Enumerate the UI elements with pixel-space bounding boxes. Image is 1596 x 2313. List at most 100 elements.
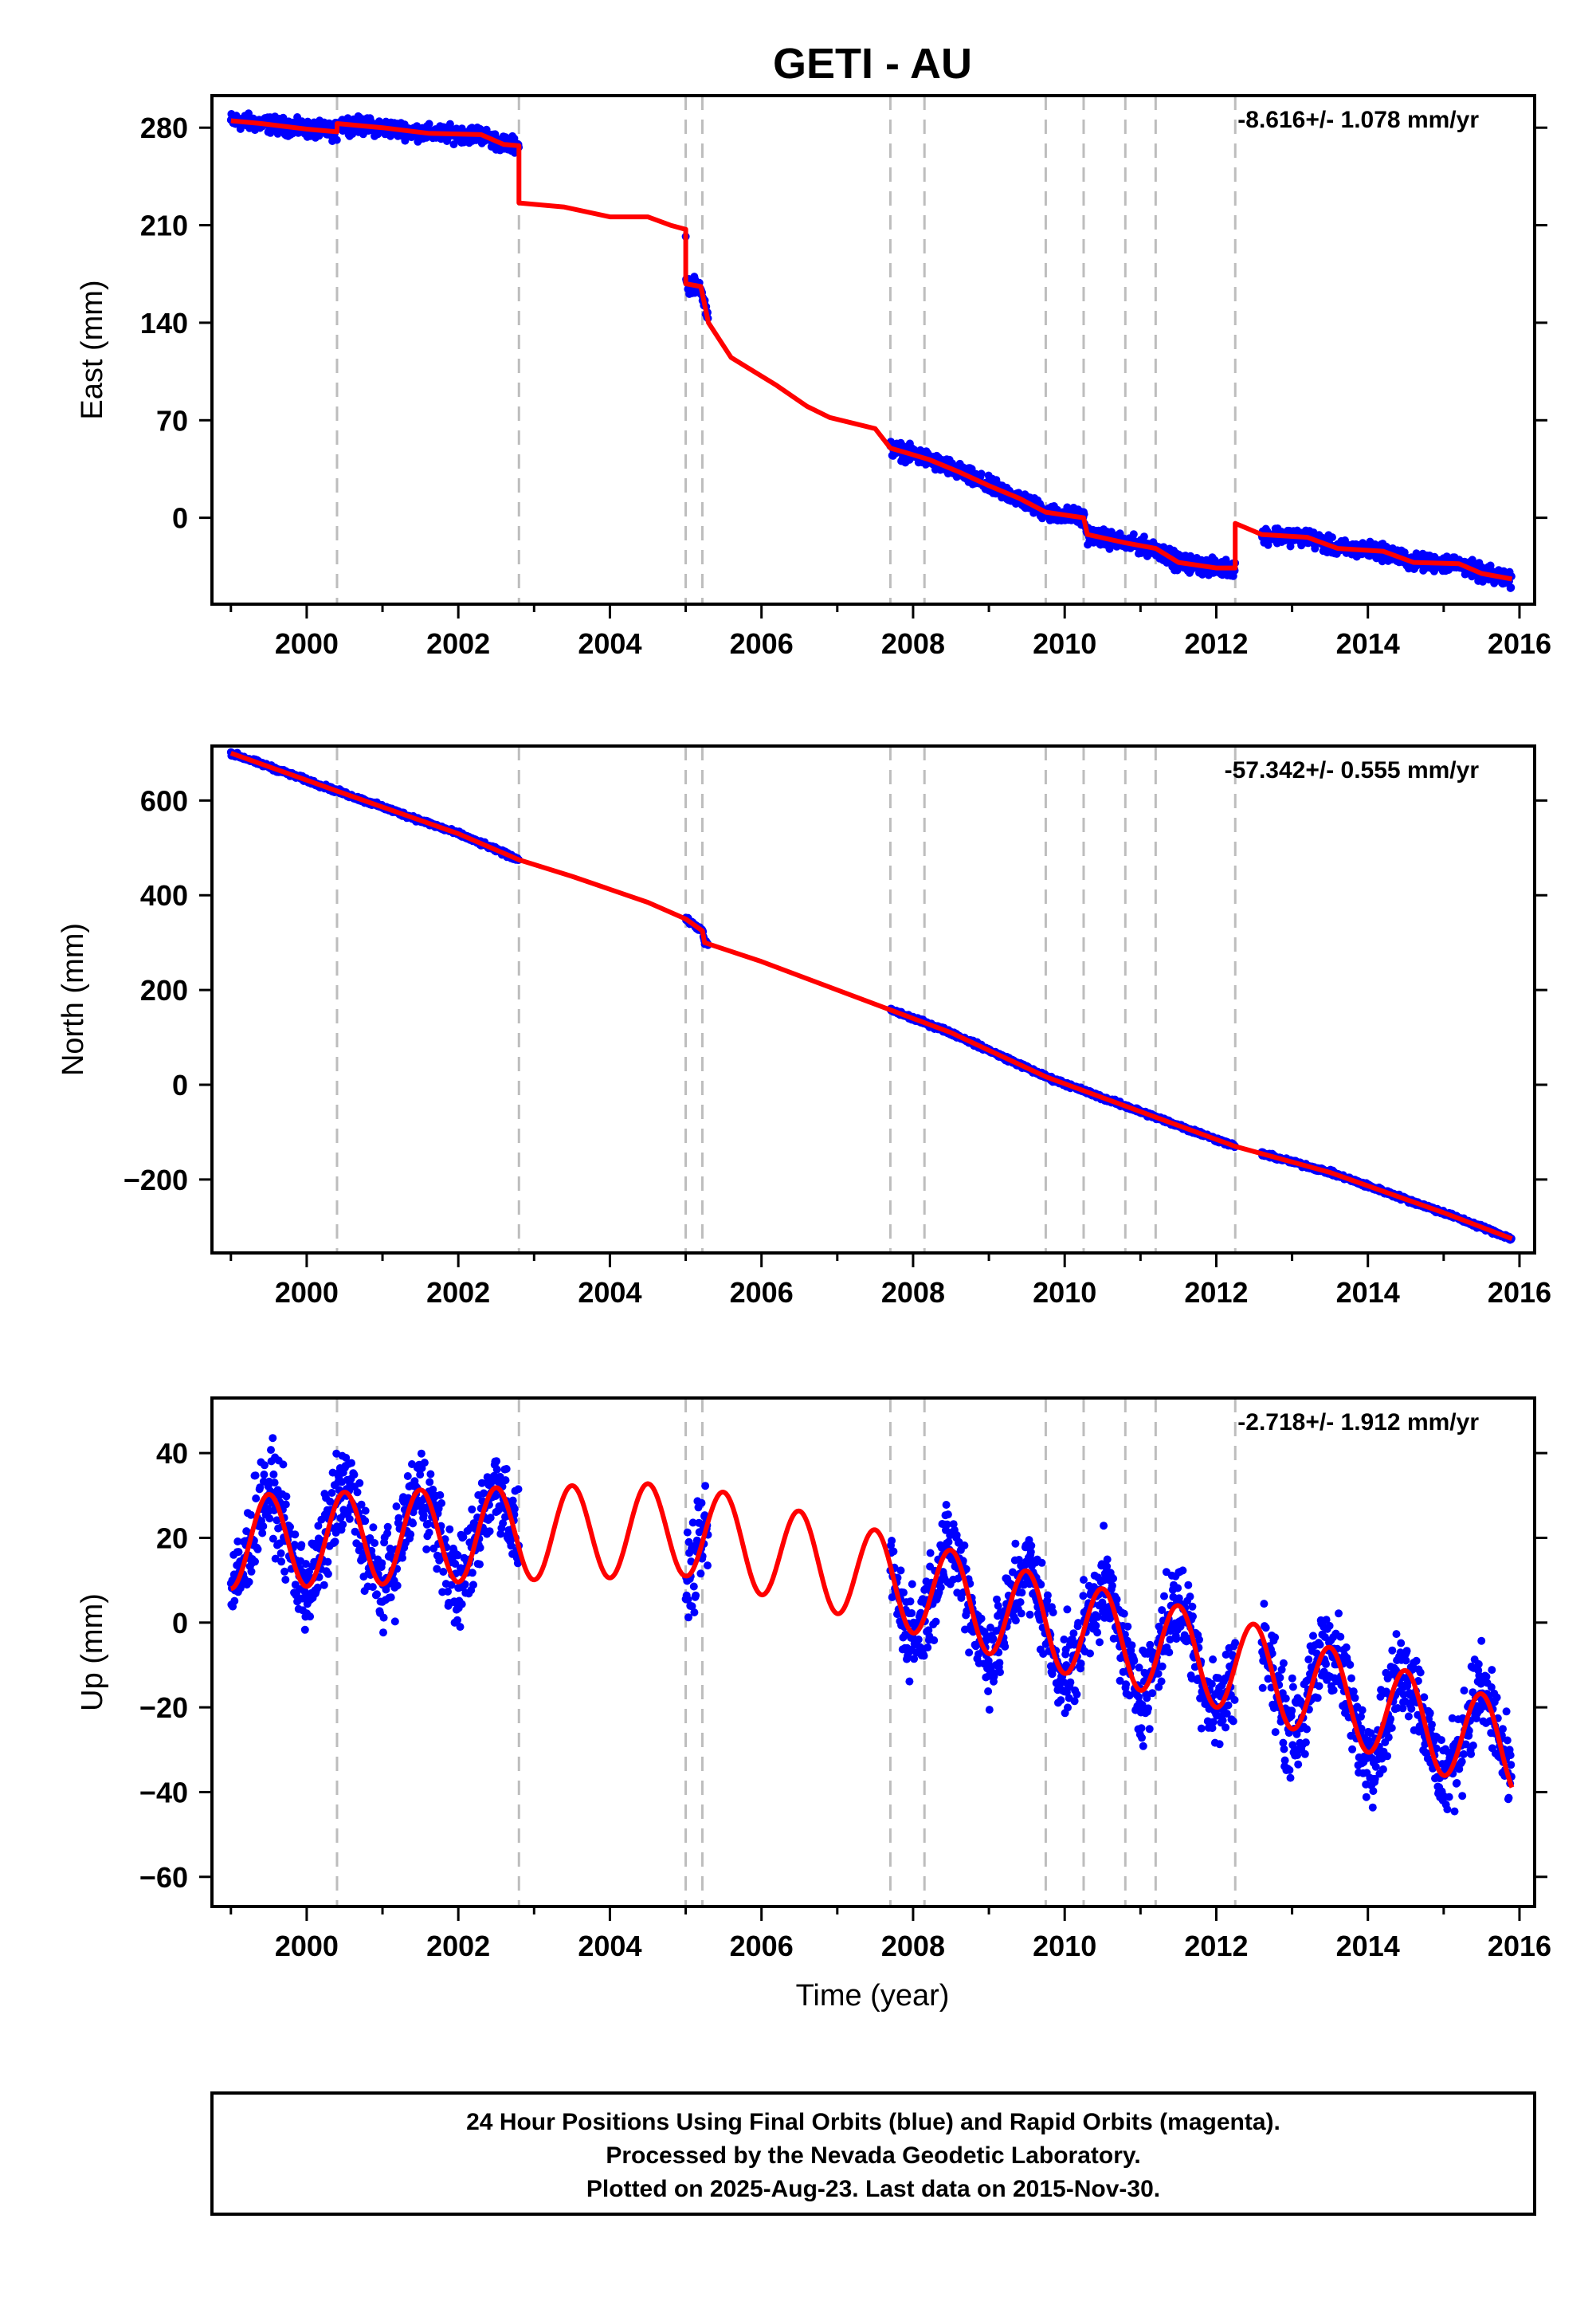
data-point-584 [492, 1457, 501, 1466]
data-point-222 [327, 1489, 336, 1497]
data-point-191 [313, 1583, 322, 1592]
data-point-352 [386, 1593, 395, 1602]
data-point-493 [451, 1560, 460, 1568]
xtick-label-2000: 2000 [275, 627, 339, 660]
data-point-713 [900, 1588, 908, 1597]
data-point-579 [490, 1471, 499, 1480]
data-point-731 [908, 1609, 916, 1617]
data-point-59 [253, 1545, 262, 1553]
data-point-766 [923, 1643, 932, 1651]
data-point-64 [256, 1483, 265, 1492]
data-point-691 [889, 1547, 898, 1556]
data-point-110 [276, 1549, 285, 1557]
data-point-784 [931, 1617, 940, 1626]
data-point-569 [485, 1527, 494, 1536]
data-point-94 [269, 1470, 278, 1479]
xtick-label-2014: 2014 [1336, 1276, 1400, 1309]
data-point-823 [949, 1520, 958, 1529]
data-point-55 [252, 1494, 261, 1502]
data-point-419 [417, 1449, 425, 1458]
data-point-656 [692, 1591, 700, 1600]
xtick-label-2000: 2000 [275, 1276, 339, 1309]
data-point-122 [282, 1492, 291, 1501]
data-point-682 [704, 1561, 712, 1570]
data-point-312 [368, 1583, 377, 1592]
data-point-53 [251, 1557, 259, 1566]
data-point-515 [461, 1580, 469, 1588]
data-point-287 [357, 1500, 366, 1509]
data-point-653 [690, 1608, 699, 1616]
ytick-label-2: 140 [140, 307, 188, 340]
data-point-130 [286, 1522, 294, 1531]
data-point-677 [701, 1482, 710, 1490]
xtick-label-2010: 2010 [1033, 1276, 1096, 1309]
data-point-707 [896, 1566, 905, 1575]
data-point-812 [944, 1537, 953, 1546]
data-point-283 [355, 1479, 364, 1487]
data-point-1219 [1129, 530, 1138, 539]
data-point-261 [345, 1514, 354, 1523]
data-point-508 [457, 1600, 466, 1608]
rate-annotation: -57.342+/- 0.555 mm/yr [1225, 757, 1480, 783]
ytick-label-3: 210 [140, 210, 188, 242]
data-point-485 [447, 1581, 456, 1589]
data-point-45 [247, 1567, 256, 1576]
xtick-label-2012: 2012 [1184, 1276, 1248, 1309]
data-point-345 [383, 1522, 392, 1531]
data-point-499 [453, 1551, 462, 1560]
model-line [230, 118, 1513, 582]
data-point-1991 [1507, 583, 1516, 592]
data-point-141 [291, 1530, 300, 1539]
data-point-426 [420, 1459, 429, 1467]
data-point-641 [684, 1537, 693, 1546]
data-point-278 [353, 1488, 362, 1497]
data-point-659 [692, 1536, 701, 1545]
data-point-616 [507, 1541, 516, 1550]
data-point-336 [379, 1613, 388, 1622]
data-point-772 [926, 1549, 935, 1557]
xtick-label-2006: 2006 [730, 627, 794, 660]
data-point-556 [480, 1489, 488, 1498]
data-point-92 [269, 1434, 277, 1443]
data-point-369 [394, 1514, 403, 1522]
data-point-795 [936, 1583, 945, 1592]
data-point-1560 [1311, 544, 1320, 553]
data-point-807 [942, 1501, 951, 1509]
data-point-1242 [1139, 532, 1148, 541]
xtick-label-2004: 2004 [578, 627, 641, 660]
xtick-label-2004: 2004 [578, 1276, 641, 1309]
rate-annotation: -8.616+/- 1.078 mm/yr [1237, 107, 1479, 133]
data-point-439 [426, 1470, 435, 1479]
data-point-530 [468, 1505, 476, 1514]
data-point-481 [445, 1525, 454, 1533]
data-point-424 [419, 1511, 428, 1520]
xtick-label-2008: 2008 [881, 1276, 945, 1309]
data-point-350 [386, 1544, 394, 1553]
xtick-label-2008: 2008 [881, 627, 945, 660]
data-point-436 [425, 1528, 433, 1537]
data-point-736 [910, 1655, 919, 1663]
data-point-284 [355, 1542, 364, 1550]
data-point-253 [342, 1454, 351, 1462]
data-point-121 [281, 1500, 290, 1509]
data-point-229 [331, 1537, 339, 1546]
data-point-606 [502, 1465, 511, 1473]
data-point-214 [324, 1569, 332, 1578]
data-point-638 [683, 1528, 692, 1537]
data-point-17 [234, 1548, 243, 1557]
data-point-21 [236, 124, 245, 133]
data-point-115 [279, 1460, 288, 1469]
data-point-547 [476, 1560, 484, 1569]
data-point-335 [379, 1628, 387, 1637]
data-point-884 [977, 469, 986, 478]
data-point-624 [510, 1505, 519, 1514]
data-point-96 [270, 1479, 279, 1487]
data-point-460 [436, 1490, 445, 1499]
data-point-504 [456, 1623, 465, 1632]
data-point-1946 [1486, 561, 1495, 570]
data-point-631 [513, 1559, 522, 1568]
